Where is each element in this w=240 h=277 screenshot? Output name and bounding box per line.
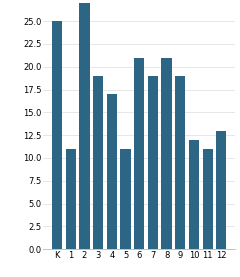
Bar bbox=[216, 130, 227, 249]
Bar bbox=[134, 58, 144, 249]
Bar bbox=[79, 3, 90, 249]
Bar bbox=[93, 76, 103, 249]
Bar bbox=[175, 76, 186, 249]
Bar bbox=[148, 76, 158, 249]
Bar bbox=[107, 94, 117, 249]
Bar bbox=[203, 149, 213, 249]
Bar bbox=[189, 140, 199, 249]
Bar bbox=[162, 58, 172, 249]
Bar bbox=[52, 21, 62, 249]
Bar bbox=[66, 149, 76, 249]
Bar bbox=[120, 149, 131, 249]
